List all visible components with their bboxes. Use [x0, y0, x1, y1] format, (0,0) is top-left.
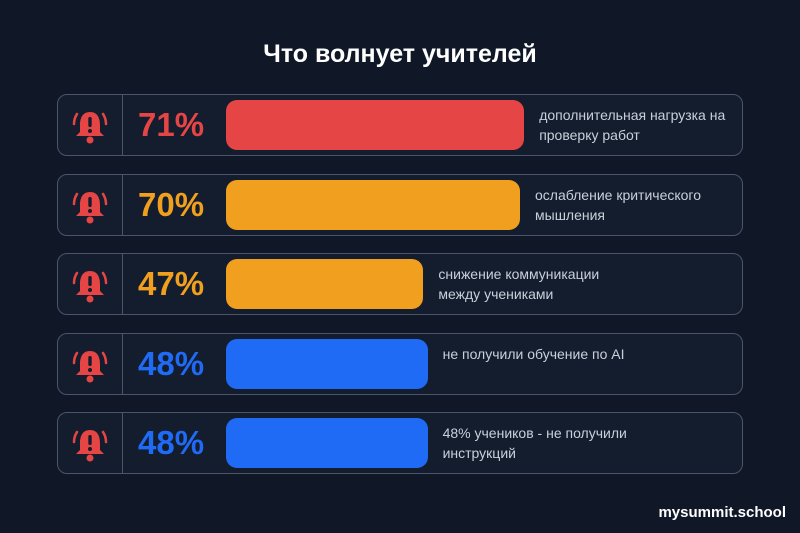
divider	[122, 413, 123, 473]
value-label: 71%	[138, 106, 205, 143]
category-label: ослабление критического мышления	[535, 186, 702, 223]
bar	[226, 259, 424, 309]
bell-icon	[72, 430, 108, 462]
bar	[226, 418, 428, 468]
row-card: 47% снижение коммуникации между учениками	[57, 253, 743, 315]
category-label: снижение коммуникации между учениками	[438, 266, 600, 302]
row-card: 71% дополнительная нагрузка на проверку р…	[57, 94, 743, 156]
bar	[226, 179, 520, 230]
row-card: 70% ослабление критического мышления	[57, 173, 743, 236]
row-card: 48% не получили обучение по AI	[57, 332, 743, 395]
bar	[226, 100, 525, 150]
category-label: дополнительная нагрузка на проверку рабо…	[539, 107, 726, 143]
category-label: 48% учеников - не получили инструкций	[442, 425, 627, 461]
value-label: 48%	[138, 424, 205, 461]
bell-icon	[72, 350, 108, 382]
value-label: 70%	[138, 185, 205, 223]
bell-icon	[72, 191, 108, 223]
divider	[122, 333, 123, 394]
divider	[122, 95, 123, 155]
watermark: mysummit.school	[658, 504, 786, 521]
divider	[122, 254, 123, 314]
category-label: не получили обучение по AI	[442, 345, 625, 362]
bar	[226, 338, 428, 389]
bell-icon	[72, 271, 108, 303]
chart-title: Что волнует учителей	[263, 40, 537, 68]
bell-icon	[72, 112, 108, 144]
value-label: 48%	[138, 344, 205, 382]
value-label: 47%	[138, 265, 205, 302]
divider	[122, 174, 123, 235]
row-card: 48% 48% учеников - не получили инструкций	[57, 412, 743, 474]
